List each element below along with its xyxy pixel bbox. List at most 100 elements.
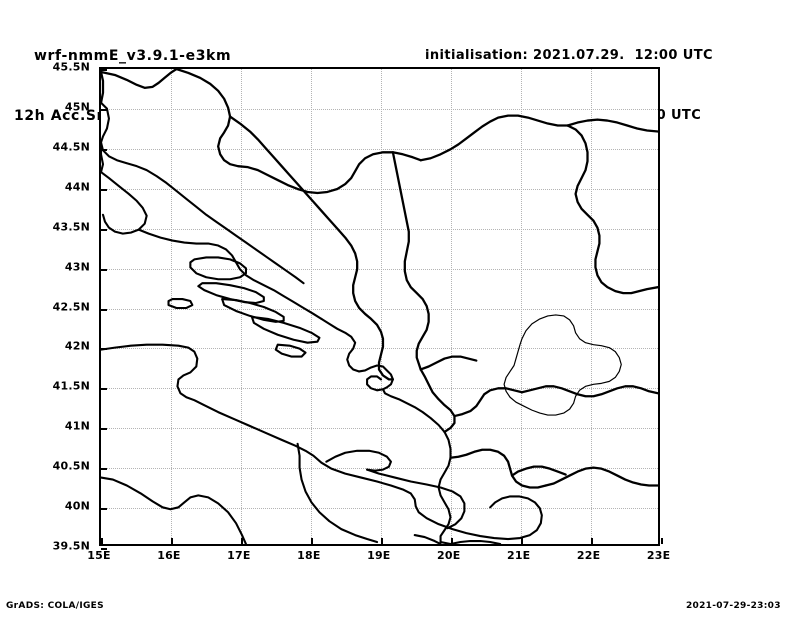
island-vis <box>274 343 307 358</box>
y-axis-label: 39.5N <box>52 539 90 553</box>
render-timestamp: 2021-07-29-23:03 <box>686 601 781 611</box>
border-montenegro-serbia <box>419 355 478 371</box>
y-axis-label: 42N <box>64 339 90 353</box>
coastline-greece-north <box>439 540 452 544</box>
x-axis-tick <box>660 538 663 544</box>
x-axis-label: 17E <box>227 549 251 562</box>
island-dugi-otok <box>221 298 285 323</box>
y-axis-label: 45.5N <box>52 60 90 74</box>
map-plot-frame <box>99 67 663 550</box>
coastline-dalmatia-south <box>320 317 361 373</box>
coastline-italy-west <box>101 476 248 544</box>
y-axis-label: 42.5N <box>52 300 90 313</box>
y-axis-label: 40.5N <box>52 459 90 473</box>
border-romania-north <box>566 118 658 133</box>
x-axis-label: 21E <box>506 549 531 562</box>
x-axis-label: 16E <box>157 549 181 562</box>
border-slovenia-north <box>101 69 178 89</box>
y-axis-label: 43N <box>64 260 90 274</box>
gridline-vertical <box>380 69 382 544</box>
coastline-kvarner-bay <box>101 171 148 235</box>
island-small-west <box>167 298 194 310</box>
coastline-italy-adriatic <box>101 343 543 541</box>
coastline-italy-south-tip <box>296 442 379 544</box>
y-axis-tick <box>101 548 107 550</box>
coastline-boka-kotorska <box>366 375 385 392</box>
initialisation-time: initialisation: 2021.07.29. 12:00 UTC <box>425 48 713 63</box>
gridline-horizontal <box>101 428 658 430</box>
x-axis-label: 23E <box>646 549 671 562</box>
border-slovenia-croatia <box>101 70 105 104</box>
border-bulgaria-macedonia <box>544 466 658 487</box>
map-plot-inner <box>101 69 658 544</box>
gridline-horizontal <box>101 148 658 150</box>
y-axis-label: 44.5N <box>52 140 90 154</box>
x-axis-tick <box>101 538 103 544</box>
x-axis-label: 19E <box>367 549 391 562</box>
x-axis-tick <box>380 538 383 544</box>
x-axis-label: 20E <box>437 549 461 562</box>
y-axis-tick <box>101 508 107 511</box>
x-axis-label: 15E <box>87 549 111 562</box>
y-axis-tick <box>101 148 107 151</box>
y-axis-tick <box>101 108 107 111</box>
y-axis-label: 45N <box>64 100 90 114</box>
y-axis-tick <box>101 188 107 191</box>
y-axis-tick <box>101 268 107 271</box>
model-title: wrf-nmmE_v3.9.1-e3km <box>34 48 232 64</box>
gridline-vertical <box>240 69 242 544</box>
y-axis-tick <box>101 388 107 391</box>
y-axis-tick <box>101 348 107 351</box>
y-axis-tick <box>101 308 107 311</box>
border-croatia-north <box>175 69 422 195</box>
gridline-horizontal <box>101 508 658 510</box>
grads-credit: GrADS: COLA/IGES <box>6 601 104 611</box>
gridline-horizontal <box>101 188 658 190</box>
coastline-istria <box>101 101 305 285</box>
gridline-horizontal <box>101 268 658 270</box>
y-axis-label: 41.5N <box>52 379 90 393</box>
island-brac-hvar <box>250 315 321 344</box>
border-serbia-bulgaria <box>520 385 658 398</box>
gridline-vertical <box>590 69 592 544</box>
border-bosnia-serbia <box>391 151 430 371</box>
island-pag <box>197 282 265 305</box>
border-albania-macedonia <box>449 448 547 489</box>
coastline-istria-west <box>101 141 105 174</box>
y-axis-label: 44N <box>64 180 90 194</box>
gridline-horizontal <box>101 348 658 350</box>
border-macedonia-greece <box>510 465 567 477</box>
coastline-italy-gargano <box>325 449 392 472</box>
x-axis-label: 22E <box>576 549 601 562</box>
y-axis-tick <box>101 468 107 471</box>
y-axis-label: 40N <box>64 499 90 513</box>
gridline-horizontal <box>101 108 658 110</box>
gridline-horizontal <box>101 228 658 230</box>
border-serbia-romania <box>566 124 658 295</box>
coastline-dalmatia-mainland <box>137 228 323 320</box>
border-bosnia-croatia-west <box>228 115 395 381</box>
border-kosovo <box>503 314 622 416</box>
coastline-albania <box>437 430 452 544</box>
gridline-horizontal <box>101 468 658 470</box>
y-axis-tick <box>101 69 107 71</box>
gridline-vertical <box>310 69 312 544</box>
gridline-vertical <box>520 69 522 544</box>
border-albania-kosovo <box>453 387 524 418</box>
border-montenegro-albania <box>419 368 456 434</box>
coastline-greece-corfu <box>413 534 442 544</box>
gridline-horizontal <box>101 308 658 310</box>
x-axis-tick <box>590 538 593 544</box>
x-axis-tick <box>240 538 243 544</box>
y-axis-tick <box>101 428 107 431</box>
y-axis-label: 43.5N <box>52 220 90 234</box>
x-axis-label: 18E <box>297 549 321 562</box>
x-axis-tick <box>170 538 173 544</box>
coastline-greece-aegean <box>449 539 502 544</box>
coastline-italy-puglia-inner <box>366 468 466 530</box>
y-axis-tick <box>101 228 107 231</box>
x-axis-tick <box>310 538 313 544</box>
border-croatia-hungary <box>419 114 569 162</box>
y-axis-label: 41N <box>64 419 90 433</box>
